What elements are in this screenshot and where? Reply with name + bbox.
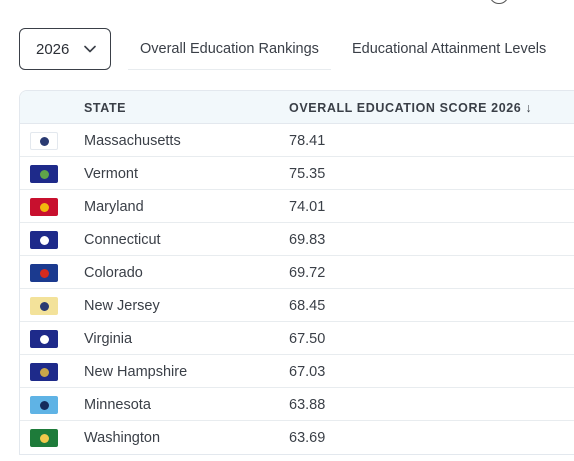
tab-label: Educational Attainment Levels — [352, 41, 547, 57]
flag-emblem-icon — [39, 235, 49, 245]
column-header-state: STATE — [84, 101, 127, 115]
rankings-table: STATE OVERALL EDUCATION SCORE 2026 ↓ Mas… — [19, 90, 574, 455]
education-score: 63.69 — [289, 430, 326, 446]
state-flag-icon — [30, 198, 58, 216]
state-flag-icon — [30, 264, 58, 282]
education-score: 69.83 — [289, 232, 326, 248]
flag-emblem-icon — [39, 367, 49, 377]
column-header-score[interactable]: OVERALL EDUCATION SCORE 2026 ↓ — [289, 101, 533, 115]
chevron-down-icon — [83, 42, 97, 56]
state-name: Washington — [84, 430, 161, 446]
flag-emblem-icon — [39, 169, 49, 179]
state-flag-icon — [30, 132, 58, 150]
education-score: 78.41 — [289, 133, 326, 149]
flag-emblem-icon — [39, 334, 49, 344]
state-flag-icon — [30, 330, 58, 348]
tab-overall-education-rankings[interactable]: Overall Education Rankings — [128, 28, 331, 70]
table-row[interactable]: Virginia 67.50 — [20, 322, 574, 355]
state-name: Virginia — [84, 331, 133, 347]
flag-emblem-icon — [39, 202, 49, 212]
state-name: New Hampshire — [84, 364, 188, 380]
state-flag-icon — [30, 429, 58, 447]
state-name: Minnesota — [84, 397, 151, 413]
flag-emblem-icon — [39, 268, 49, 278]
state-flag-icon — [30, 396, 58, 414]
state-flag-icon — [30, 363, 58, 381]
table-header: STATE OVERALL EDUCATION SCORE 2026 ↓ — [20, 91, 574, 124]
state-name: Colorado — [84, 265, 143, 281]
table-row[interactable]: Vermont 75.35 — [20, 157, 574, 190]
education-score: 74.01 — [289, 199, 326, 215]
flag-emblem-icon — [39, 400, 49, 410]
table-body: Massachusetts 78.41 Vermont 75.35 Maryland 74… — [20, 124, 574, 454]
state-name: Maryland — [84, 199, 144, 215]
education-score: 68.45 — [289, 298, 326, 314]
state-flag-icon — [30, 231, 58, 249]
state-name: Vermont — [84, 166, 138, 182]
controls-bar: 2026 Overall Education Rankings Educatio… — [19, 28, 574, 70]
education-score: 75.35 — [289, 166, 326, 182]
table-row[interactable]: Minnesota 63.88 — [20, 388, 574, 421]
table-row[interactable]: New Hampshire 67.03 — [20, 355, 574, 388]
partial-circle-icon — [489, 0, 509, 4]
flag-emblem-icon — [39, 433, 49, 443]
education-score: 69.72 — [289, 265, 326, 281]
table-row[interactable]: Colorado 69.72 — [20, 256, 574, 289]
education-score: 63.88 — [289, 397, 326, 413]
state-name: Massachusetts — [84, 133, 181, 149]
table-row[interactable]: Massachusetts 78.41 — [20, 124, 574, 157]
table-row[interactable]: Maryland 74.01 — [20, 190, 574, 223]
education-score: 67.50 — [289, 331, 326, 347]
tab-label: Overall Education Rankings — [140, 40, 319, 57]
flag-emblem-icon — [39, 301, 49, 311]
table-row[interactable]: Connecticut 69.83 — [20, 223, 574, 256]
education-score: 67.03 — [289, 364, 326, 380]
year-select-value: 2026 — [36, 40, 70, 58]
year-select[interactable]: 2026 — [19, 28, 111, 70]
tab-educational-attainment-levels[interactable]: Educational Attainment Levels — [340, 28, 558, 70]
table-row[interactable]: Washington 63.69 — [20, 421, 574, 454]
table-row[interactable]: New Jersey 68.45 — [20, 289, 574, 322]
state-name: Connecticut — [84, 232, 161, 248]
state-flag-icon — [30, 165, 58, 183]
flag-emblem-icon — [39, 136, 49, 146]
state-flag-icon — [30, 297, 58, 315]
state-name: New Jersey — [84, 298, 160, 314]
